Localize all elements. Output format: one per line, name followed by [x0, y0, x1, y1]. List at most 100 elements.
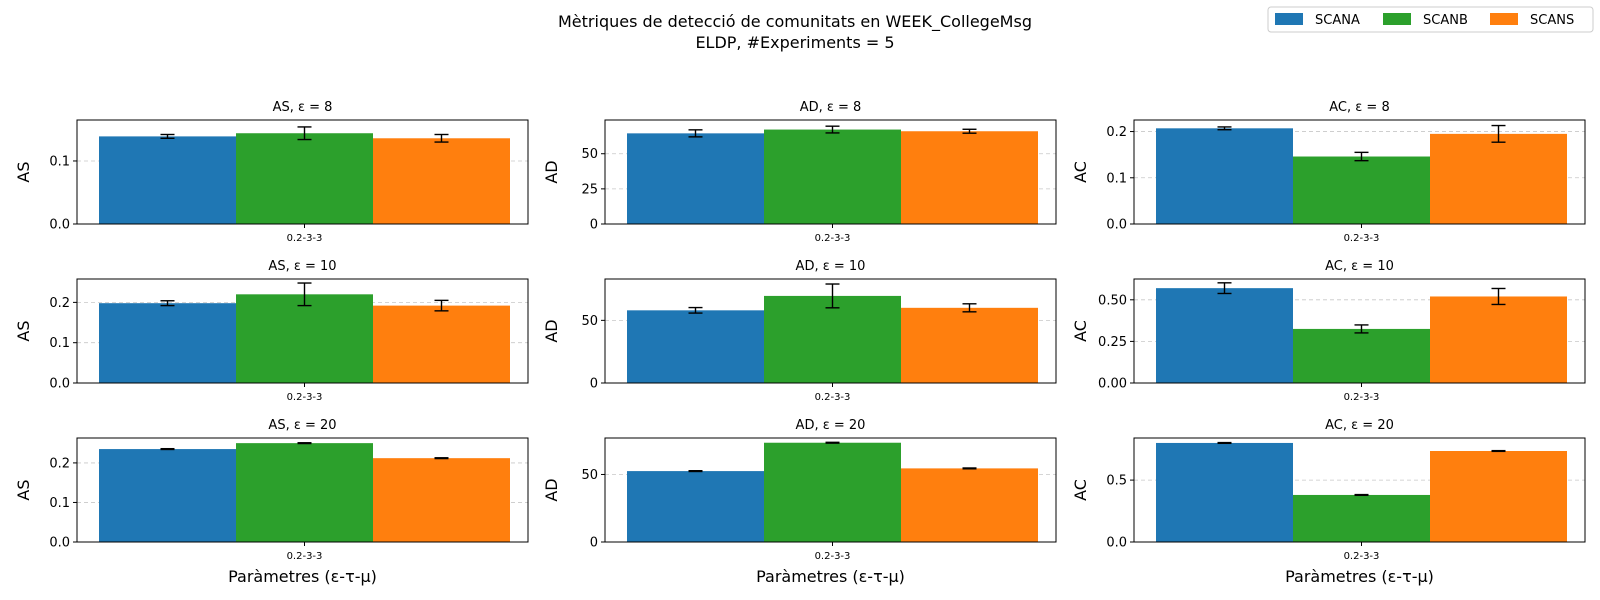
subplot-ac-8: AC, ε = 8 0.0 0.1 0.2 0.2-3-3 AC [1071, 100, 1586, 244]
y-tick-label: 0.50 [1098, 293, 1127, 308]
y-tick-label: 0.25 [1098, 335, 1127, 350]
y-axis-label: AC [1071, 161, 1090, 183]
y-axis-label: AD [542, 319, 561, 342]
bar-scanb [236, 133, 373, 224]
y-axis-label: AD [542, 160, 561, 183]
y-tick-label: 0 [590, 536, 598, 551]
y-tick-label: 0.0 [1106, 536, 1127, 551]
subplot-title: AD, ε = 8 [800, 100, 862, 115]
bar-scana [99, 303, 236, 383]
legend-swatch-scans [1490, 13, 1518, 25]
y-tick-label: 0.5 [1106, 474, 1127, 489]
axes-frame [604, 278, 1057, 384]
bar-scanb [764, 129, 901, 224]
axes-frame [76, 119, 529, 225]
y-tick-label: 0.0 [1106, 218, 1127, 233]
subplot-as-8: AS, ε = 8 0.0 0.1 0.2-3-3 AS [14, 100, 529, 244]
y-tick-label: 0.1 [49, 496, 70, 511]
x-tick-label: 0.2-3-3 [1344, 551, 1380, 562]
y-tick-label: 0 [590, 377, 598, 392]
bar-scana [627, 310, 764, 383]
y-tick-label: 0.1 [49, 154, 70, 169]
legend-label-scans: SCANS [1530, 13, 1574, 28]
legend-swatch-scanb [1383, 13, 1411, 25]
subplot-ac-20: AC, ε = 20 0.0 0.5 0.2-3-3 AC Paràmetres (ε-τ… [1071, 418, 1586, 586]
bar-scana [627, 471, 764, 542]
y-tick-label: 0.2 [49, 456, 70, 471]
y-tick-label: 0.1 [49, 336, 70, 351]
subplot-title: AD, ε = 20 [796, 418, 866, 433]
y-axis-label: AS [14, 161, 33, 182]
x-tick-label: 0.2-3-3 [815, 233, 851, 244]
y-axis-label: AS [14, 320, 33, 341]
y-axis-label: AC [1071, 479, 1090, 501]
axes-frame [76, 278, 529, 384]
bar-scans [1430, 451, 1567, 542]
x-tick-label: 0.2-3-3 [287, 392, 323, 403]
x-tick-label: 0.2-3-3 [815, 551, 851, 562]
x-tick-label: 0.2-3-3 [287, 551, 323, 562]
bar-scans [901, 307, 1038, 383]
bar-scanb [1293, 328, 1430, 383]
x-tick-label: 0.2-3-3 [815, 392, 851, 403]
y-tick-label: 0.1 [1106, 171, 1127, 186]
bar-scanb [236, 443, 373, 542]
subplot-ad-20: AD, ε = 20 0 50 0.2-3-3 AD Paràmetres (ε-τ-μ) [542, 418, 1057, 586]
subplot-title: AS, ε = 20 [268, 418, 336, 433]
axes-frame [1133, 437, 1586, 543]
x-axis-label: Paràmetres (ε-τ-μ) [756, 567, 905, 586]
x-tick-label: 0.2-3-3 [1344, 392, 1380, 403]
y-tick-label: 50 [581, 147, 598, 162]
y-tick-label: 0.00 [1098, 377, 1127, 392]
legend: SCANA SCANB SCANS [1267, 6, 1594, 33]
y-tick-label: 0.0 [49, 377, 70, 392]
bar-scana [99, 136, 236, 224]
subplot-title: AD, ε = 10 [796, 259, 866, 274]
subplot-title: AC, ε = 8 [1329, 100, 1389, 115]
bar-scans [373, 138, 510, 224]
subplot-grid: AS, ε = 8 0.0 0.1 0.2-3-3 AS AD, ε = 8 0 25 50 0.… [14, 100, 1586, 586]
bar-scans [901, 131, 1038, 224]
bar-scanb [764, 442, 901, 542]
bar-scans [901, 468, 1038, 542]
axes-frame [604, 437, 1057, 543]
legend-swatch-scana [1275, 13, 1303, 25]
axes-frame [1133, 119, 1586, 225]
y-tick-label: 50 [581, 468, 598, 483]
y-tick-label: 25 [581, 182, 598, 197]
y-axis-label: AD [542, 478, 561, 501]
y-tick-label: 0 [590, 218, 598, 233]
bar-scanb [1293, 156, 1430, 224]
bar-scanb [764, 295, 901, 383]
x-tick-label: 0.2-3-3 [1344, 233, 1380, 244]
figure-subtitle-line2: ELDP, #Experiments = 5 [695, 33, 894, 52]
subplot-ad-10: AD, ε = 10 0 50 0.2-3-3 AD [542, 259, 1057, 403]
legend-label-scanb: SCANB [1423, 13, 1468, 28]
axes-frame [76, 437, 529, 543]
bar-scana [1156, 128, 1293, 224]
subplot-ad-8: AD, ε = 8 0 25 50 0.2-3-3 AD [542, 100, 1057, 244]
y-tick-label: 0.0 [49, 536, 70, 551]
y-tick-label: 0.2 [49, 296, 70, 311]
x-axis-label: Paràmetres (ε-τ-μ) [228, 567, 377, 586]
subplot-as-10: AS, ε = 10 0.0 0.1 0.2 0.2-3-3 AS [14, 259, 529, 403]
bar-scans [1430, 296, 1567, 383]
y-axis-label: AS [14, 479, 33, 500]
axes-frame [604, 119, 1057, 225]
bar-scana [627, 133, 764, 224]
subplot-ac-10: AC, ε = 10 0.00 0.25 0.50 0.2-3-3 AC [1071, 259, 1586, 403]
bar-scans [373, 458, 510, 542]
x-tick-label: 0.2-3-3 [287, 233, 323, 244]
subplot-title: AS, ε = 10 [268, 259, 336, 274]
bar-scanb [236, 294, 373, 383]
bar-scana [1156, 288, 1293, 383]
bar-scans [373, 305, 510, 383]
y-axis-label: AC [1071, 320, 1090, 342]
x-axis-label: Paràmetres (ε-τ-μ) [1285, 567, 1434, 586]
figure-title-line1: Mètriques de detecció de comunitats en W… [558, 12, 1032, 32]
y-tick-label: 0.2 [1106, 125, 1127, 140]
y-tick-label: 50 [581, 314, 598, 329]
bar-scanb [1293, 494, 1430, 542]
y-tick-label: 0.0 [49, 218, 70, 233]
